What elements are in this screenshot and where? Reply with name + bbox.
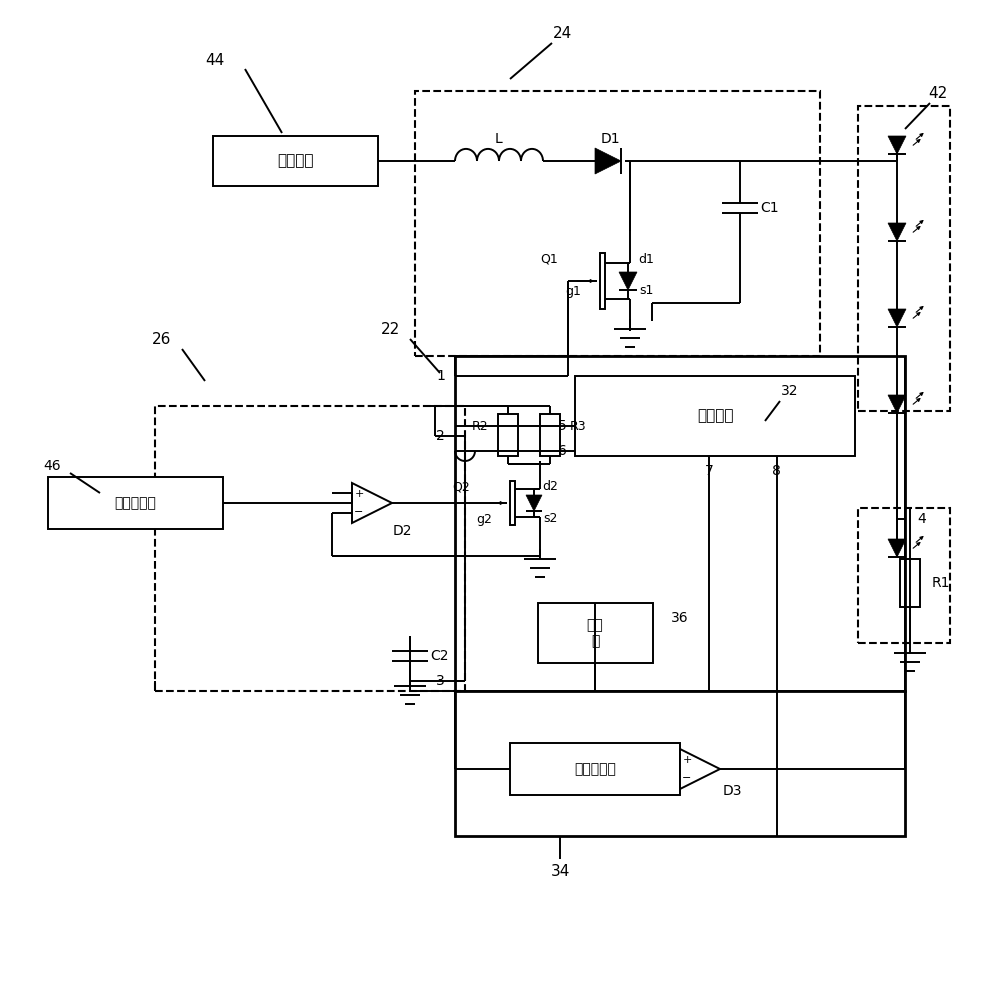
Polygon shape [888,395,906,413]
Polygon shape [595,148,621,174]
Text: g2: g2 [476,512,492,525]
Text: C2: C2 [431,649,449,663]
Text: D2: D2 [392,524,412,538]
Text: 34: 34 [550,863,570,878]
Text: C1: C1 [761,201,779,215]
Text: 6: 6 [558,444,567,458]
Bar [510,743,680,795]
Text: R1: R1 [932,576,950,590]
Bar [900,559,920,607]
Text: L: L [495,132,503,146]
Bar [415,91,820,356]
Bar [510,481,515,525]
Text: s1: s1 [639,284,653,297]
Bar [575,376,855,456]
Text: 4: 4 [917,512,926,526]
Bar [212,136,378,186]
Text: g1: g1 [565,284,581,297]
Polygon shape [888,539,906,557]
Text: 46: 46 [43,459,61,473]
Text: Q1: Q1 [540,253,558,266]
Bar [48,477,222,529]
Polygon shape [680,749,720,789]
Text: s2: s2 [543,512,557,525]
Text: +: + [682,755,692,765]
Text: 第二电压源: 第二电压源 [574,762,616,776]
Text: 7: 7 [705,464,714,478]
Polygon shape [888,223,906,241]
Text: −: − [354,507,364,517]
Text: 2: 2 [436,429,445,443]
Text: 8: 8 [772,464,781,478]
Text: Q2: Q2 [452,481,470,494]
Bar [540,414,560,456]
Text: 控制模块: 控制模块 [697,408,733,423]
Polygon shape [888,309,906,327]
Polygon shape [888,136,906,154]
Text: 驱动电源: 驱动电源 [277,154,313,168]
Text: −: − [682,773,692,783]
Text: +: + [354,489,364,499]
Bar [498,414,518,456]
Bar [455,691,905,836]
Bar [858,508,950,643]
Text: 电流
源: 电流 源 [587,618,603,648]
Text: 24: 24 [552,26,572,41]
Bar [455,356,905,691]
Bar [538,603,652,663]
Polygon shape [526,495,542,511]
Text: 44: 44 [205,54,225,68]
Text: R2: R2 [471,420,488,433]
Text: 5: 5 [558,419,567,433]
Text: 36: 36 [671,611,689,625]
Polygon shape [352,483,392,523]
Text: D1: D1 [600,132,620,146]
Text: d2: d2 [542,481,558,494]
Text: 42: 42 [928,85,948,100]
Text: 26: 26 [152,332,172,347]
Text: 32: 32 [781,384,799,398]
Polygon shape [619,272,637,290]
Text: R3: R3 [570,420,587,433]
Text: d1: d1 [638,253,654,266]
Text: D3: D3 [722,784,742,798]
Bar [155,406,465,691]
Bar [858,106,950,411]
Text: 22: 22 [380,321,400,337]
Text: 第一电压源: 第一电压源 [114,496,156,510]
Text: 1: 1 [436,369,445,383]
Text: 3: 3 [436,674,445,688]
Bar [600,253,605,309]
